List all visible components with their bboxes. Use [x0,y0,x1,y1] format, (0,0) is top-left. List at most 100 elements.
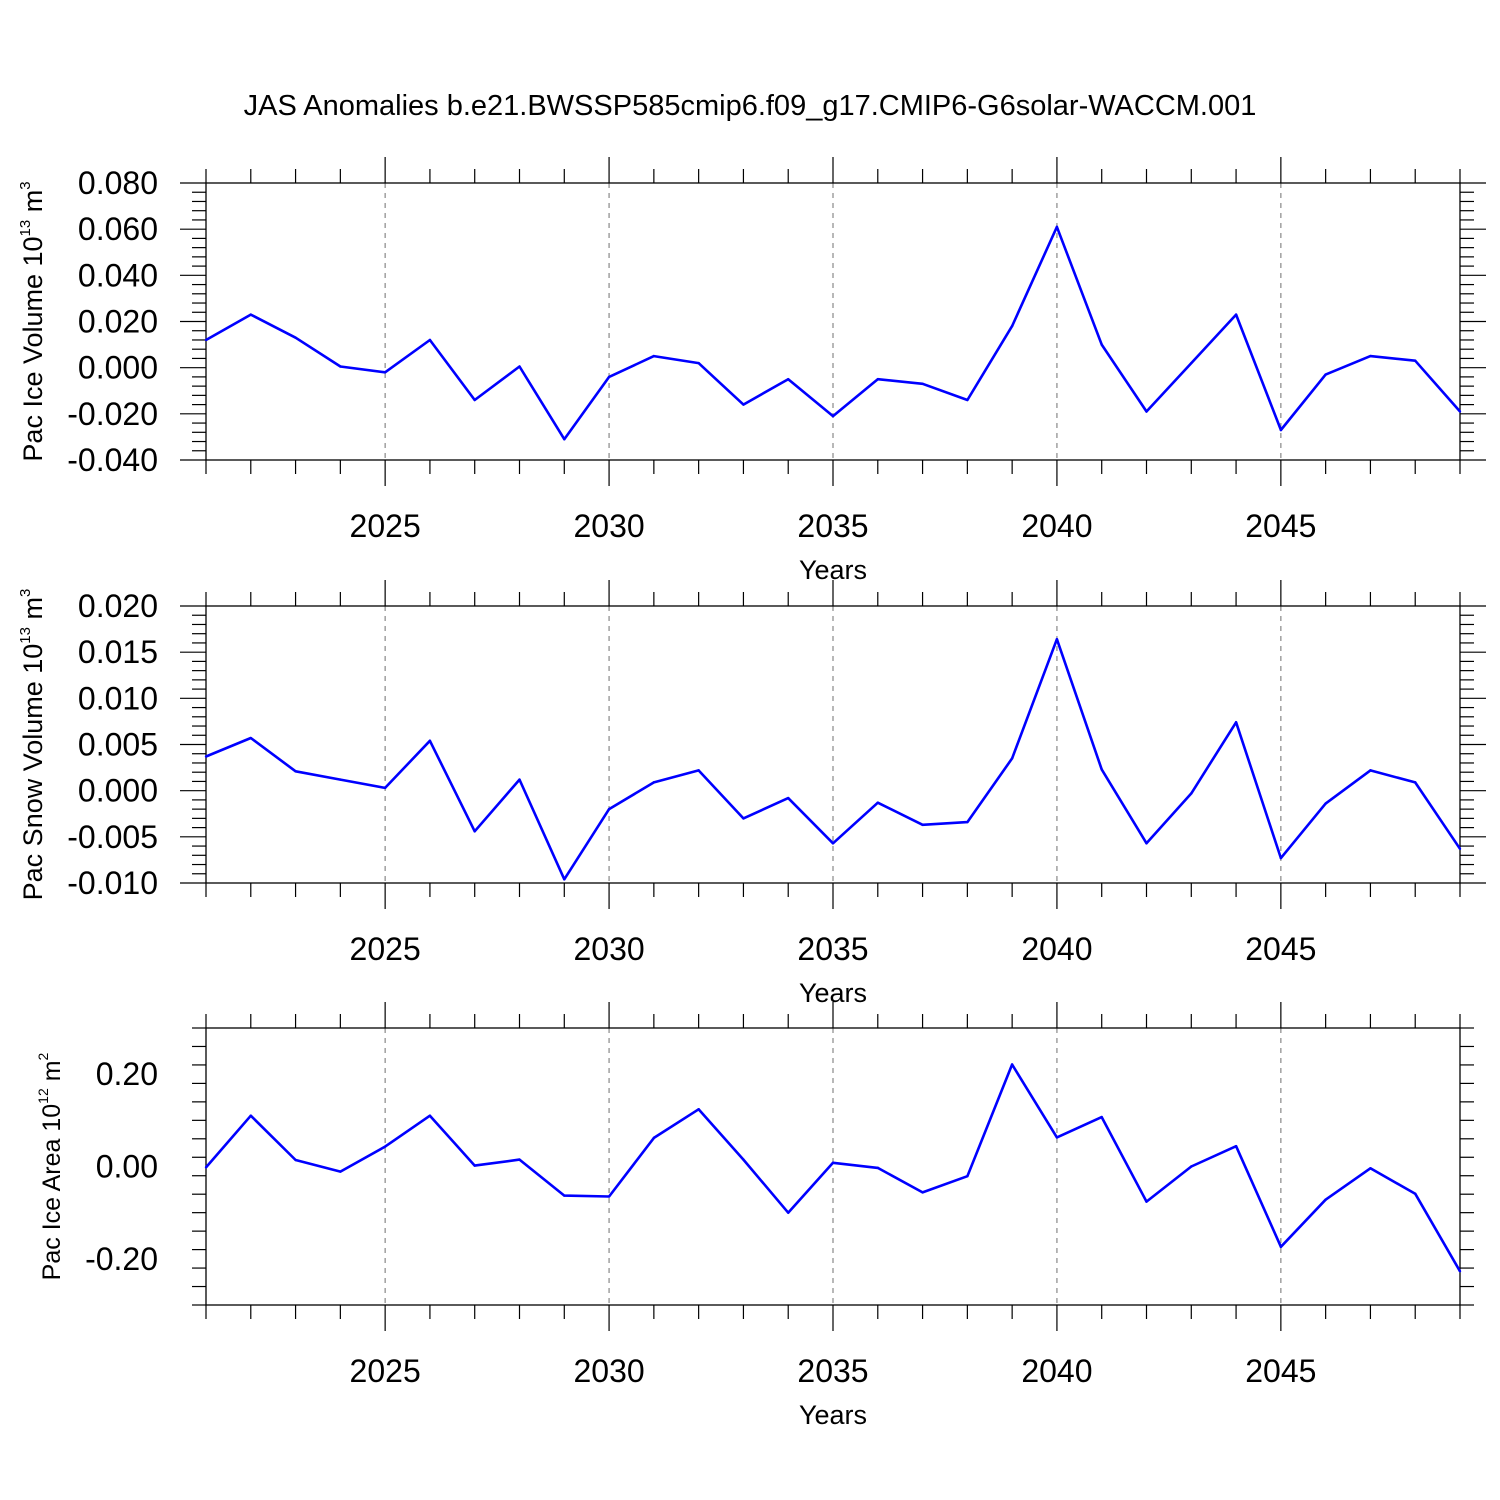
data-point [563,878,566,881]
data-point [831,414,835,418]
y-tick-label: 0.020 [78,588,158,624]
data-point [607,1195,611,1198]
y-axis-label-unit-exponent: 3 [17,589,34,597]
y-tick-label: 0.040 [78,257,158,293]
data-point [383,1145,387,1148]
data-point [1369,354,1372,358]
y-tick-label: -0.020 [67,396,158,432]
data-point [473,1164,476,1167]
data-point [1190,1165,1193,1168]
data-point [652,354,656,358]
data-point [1414,781,1417,784]
data-point [294,770,297,773]
data-point [518,1158,521,1161]
data-point [1055,638,1059,641]
data-point [742,817,745,820]
y-tick-label: 0.000 [78,773,158,809]
data-point [876,1166,879,1170]
y-tick-label: 0.005 [78,727,158,763]
y-tick-label: 0.020 [78,304,158,340]
data-point [1458,410,1462,413]
y-axis-label-exponent: 13 [17,627,34,644]
data-point [1324,802,1327,805]
data-point [966,820,969,824]
y-tick-label: 0.010 [78,680,158,716]
y-tick-label: 0.060 [78,211,158,247]
data-point [473,830,476,833]
data-point [1279,856,1283,860]
x-tick-label: 2030 [573,931,644,967]
data-point [428,1114,432,1117]
data-point [1145,1200,1148,1203]
y-axis-label-main: Pac Ice Area 10 [38,1104,66,1281]
data-point [921,823,924,827]
y-axis-label-unit-exponent: 3 [17,181,34,189]
x-tick-label: 2025 [350,508,421,544]
y-tick-label: 0.000 [78,350,158,386]
x-tick-label: 2035 [797,508,868,544]
data-point [787,1211,790,1214]
panel-snow-volume: -0.010 -0.005 0.000 0.005 0.010 0.015 0.020 202… [17,580,1486,1008]
data-point [697,1108,700,1111]
y-axis-label: Pac Ice Area 1012 m2 [35,1052,66,1280]
y-tick-label: 0.015 [78,634,158,670]
data-point [652,1136,656,1140]
data-point [204,338,208,342]
y-tick-label: 0.20 [96,1056,158,1092]
y-axis-label-main: Pac Snow Volume 10 [18,644,48,901]
x-axis-label: Years [799,1400,867,1430]
x-tick-label: 2025 [350,1353,421,1389]
data-point [339,778,342,781]
data-point [921,382,924,386]
panel-ice-volume: -0.040 -0.020 0.000 0.020 0.040 0.060 0.080 202… [17,157,1486,585]
y-axis-label-main: Pac Ice Volume 10 [18,236,48,461]
data-point [339,365,342,368]
x-tick-label: 2040 [1021,931,1092,967]
y-tick-label: -0.010 [67,865,158,901]
y-axis-label-unit-exponent: 2 [35,1052,51,1060]
x-tick-label: 2040 [1021,508,1092,544]
data-point [1010,757,1014,760]
data-point [607,375,611,379]
data-point [1234,1144,1238,1148]
data-point [697,361,700,365]
x-tick-label: 2030 [573,508,644,544]
data-point [1414,1192,1417,1195]
data-point [428,338,432,342]
y-axis-label-exponent: 12 [35,1088,51,1104]
data-point [294,1158,297,1162]
y-tick-label: -0.20 [85,1241,158,1277]
data-point [876,378,879,381]
data-point [473,398,476,402]
data-point [966,1174,969,1178]
x-tick-label: 2035 [797,931,868,967]
data-point [966,398,969,402]
data-point [1458,1270,1462,1273]
y-tick-label: -0.040 [67,442,158,478]
data-point [831,842,835,845]
data-point [518,778,521,781]
x-tick-label: 2045 [1245,931,1316,967]
data-point [204,1166,208,1169]
y-axis-label: Pac Snow Volume 1013 m3 [17,589,48,901]
x-tick-label: 2025 [350,931,421,967]
data-point [921,1191,924,1194]
x-tick-label: 2045 [1245,1353,1316,1389]
y-axis-label: Pac Ice Volume 1013 m3 [17,181,48,461]
data-point [1055,1136,1059,1139]
y-tick-label: 0.00 [96,1149,158,1185]
y-axis-label-exponent: 13 [17,220,34,237]
y-tick-label: -0.005 [67,819,158,855]
data-point [339,1170,342,1173]
data-point [1234,721,1238,724]
y-axis-label-unit: m [38,1060,66,1088]
data-point [742,403,745,406]
data-point [1145,410,1148,413]
panel-ice-area: -0.20 0.00 0.20 2025 2030 2035 2040 2045 Years Pa… [35,1002,1474,1430]
data-point [1100,343,1103,346]
x-tick-label: 2030 [573,1353,644,1389]
data-point [249,736,252,740]
data-point [1369,1167,1372,1170]
data-point [742,1158,745,1161]
